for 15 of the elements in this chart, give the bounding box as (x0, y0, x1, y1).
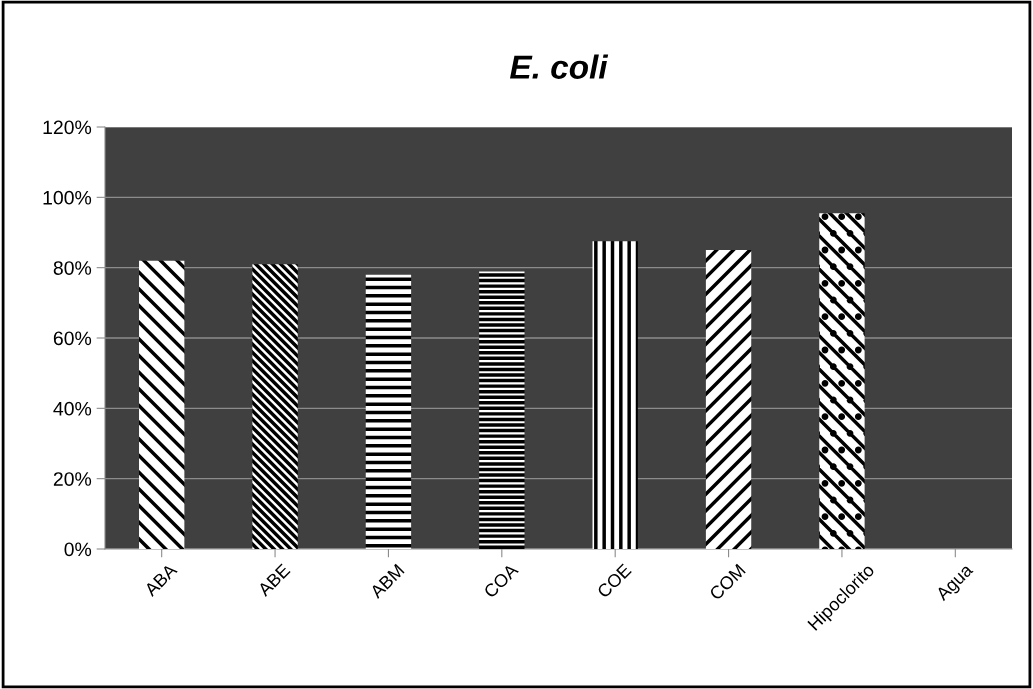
y-tick-label: 80% (53, 261, 92, 275)
bar (365, 274, 412, 549)
bar (592, 241, 638, 549)
bar (819, 213, 865, 549)
y-tick-label: 40% (53, 401, 92, 416)
y-tick-label: 0% (64, 542, 92, 557)
y-tick-label: 60% (53, 331, 92, 346)
bar (479, 271, 525, 549)
y-tick-label: 120% (43, 120, 92, 135)
y-tick-label: 20% (53, 472, 92, 486)
bar (705, 250, 752, 549)
chart-title: E. coli (510, 54, 609, 79)
bar (252, 264, 298, 549)
bar (139, 260, 185, 549)
y-tick-label: 100% (43, 190, 92, 205)
